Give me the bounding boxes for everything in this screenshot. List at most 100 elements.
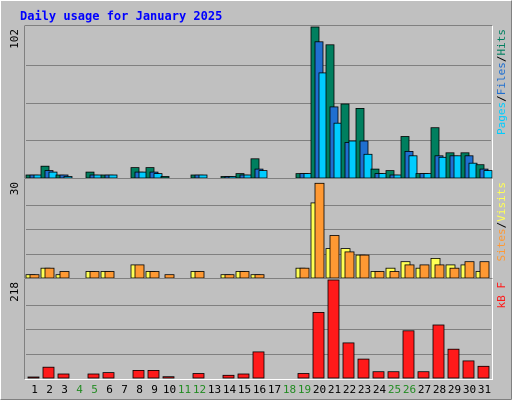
bar-sites-day-30 [464,261,475,279]
x-tick-label-day-14: 14 [223,383,237,396]
x-tick-label-day-17: 17 [268,383,281,396]
bar-kbf-day-3 [57,373,70,379]
bar-sites-day-28 [434,264,445,279]
legend: Pages/Files/Hits [495,29,508,135]
x-tick-label-day-15: 15 [238,383,251,396]
bar-kbf-day-14 [222,374,235,379]
bar-kbf-day-29 [447,348,460,379]
bar-sites-day-29 [449,267,460,279]
bar-sites-day-8 [134,264,145,279]
bar-pages-day-12 [198,174,208,179]
x-tick-label-day-8: 8 [136,383,143,396]
bar-sites-day-20 [314,182,325,279]
legend-separator: / [495,222,508,229]
bar-kbf-day-6 [102,372,115,379]
bar-hits-day-10 [160,176,170,179]
x-tick-label-day-3: 3 [61,383,68,396]
bar-kbf-day-31 [477,365,490,379]
legend-entry: Hits [495,29,508,56]
bar-kbf-day-21 [327,279,340,379]
legend-entry: Pages [495,102,508,135]
panel-frame [24,25,493,180]
x-axis-day-labels: 1 2 3 4 5 6 7 8 9 10 11 12 13 14 15 16 17 18 19 20 21 22 23 24 2… [31,383,491,396]
bar-kbf-day-22 [342,342,355,379]
bar-sites-day-23 [359,254,370,279]
bar-kbf-day-1 [27,376,40,379]
panel-visits_sites: 30 Sites/Visits [8,178,508,280]
x-tick-label-day-1: 1 [31,383,38,396]
x-tick-label-day-18: 18 [283,383,296,396]
legend-entry: Visits [495,182,508,222]
bar-kbf-day-23 [357,358,370,379]
legend-entry: Files [495,62,508,95]
bar-sites-day-22 [344,251,355,279]
x-tick-label-day-24: 24 [373,383,387,396]
bar-sites-day-10 [164,274,175,279]
x-tick-label-day-30: 30 [463,383,476,396]
x-tick-label-day-29: 29 [448,383,461,396]
x-tick-label-day-7: 7 [121,383,128,396]
bar-kbf-day-5 [87,373,100,379]
bar-sites-day-31 [479,261,490,279]
x-tick-label-day-5: 5 [91,383,98,396]
bar-kbf-day-15 [237,373,250,379]
bar-kbf-day-16 [252,351,265,379]
bar-kbf-day-8 [132,369,145,379]
bar-sites-day-25 [389,271,400,279]
bar-kbf-day-30 [462,360,475,379]
bar-pages-day-16 [258,170,268,179]
x-tick-label-day-4: 4 [76,383,83,396]
bar-pages-day-31 [483,170,493,179]
bar-kbf-day-24 [372,371,385,379]
bar-kbf-day-19 [297,373,310,379]
x-tick-label-day-16: 16 [253,383,266,396]
legend-entry: Sites [495,228,508,261]
bar-sites-day-26 [404,264,415,279]
x-tick-label-day-9: 9 [151,383,158,396]
bar-kbf-day-26 [402,330,415,379]
x-tick-label-day-22: 22 [343,383,356,396]
y-axis-max-label: 218 [8,282,21,302]
chart-title: Daily usage for January 2025 [20,9,222,23]
legend-entry: kB F [495,282,508,309]
x-tick-label-day-28: 28 [433,383,446,396]
x-tick-label-day-2: 2 [46,383,53,396]
bar-pages-day-3 [63,176,73,179]
legend: Sites/Visits [495,182,508,262]
bar-sites-day-19 [299,267,310,279]
panel-kbytes: 218 kB F [8,278,508,380]
legend-separator: / [495,56,508,63]
bar-sites-day-21 [329,235,340,279]
bar-sites-day-2 [44,267,55,279]
x-tick-label-day-25: 25 [388,383,401,396]
bar-sites-day-9 [149,271,160,279]
bar-pages-day-6 [108,174,118,179]
bar-sites-day-1 [29,274,40,279]
x-tick-label-day-26: 26 [403,383,416,396]
bar-kbf-day-25 [387,371,400,379]
bar-sites-day-3 [59,271,70,279]
bar-kbf-day-28 [432,324,445,379]
x-tick-label-day-12: 12 [193,383,206,396]
x-tick-label-day-27: 27 [418,383,431,396]
bar-sites-day-6 [104,271,115,279]
x-tick-label-day-19: 19 [298,383,311,396]
x-tick-label-day-21: 21 [328,383,341,396]
bar-kbf-day-20 [312,311,325,379]
bar-sites-day-12 [194,271,205,279]
bar-sites-day-15 [239,271,250,279]
x-tick-label-day-10: 10 [163,383,176,396]
bar-kbf-day-12 [192,373,205,379]
bar-sites-day-24 [374,271,385,279]
y-axis-max-label: 102 [8,29,21,49]
bar-sites-day-16 [254,274,265,279]
x-tick-label-day-23: 23 [358,383,371,396]
bar-sites-day-14 [224,274,235,279]
legend: kB F [495,282,508,309]
x-tick-label-day-20: 20 [313,383,326,396]
bar-kbf-day-9 [147,369,160,379]
